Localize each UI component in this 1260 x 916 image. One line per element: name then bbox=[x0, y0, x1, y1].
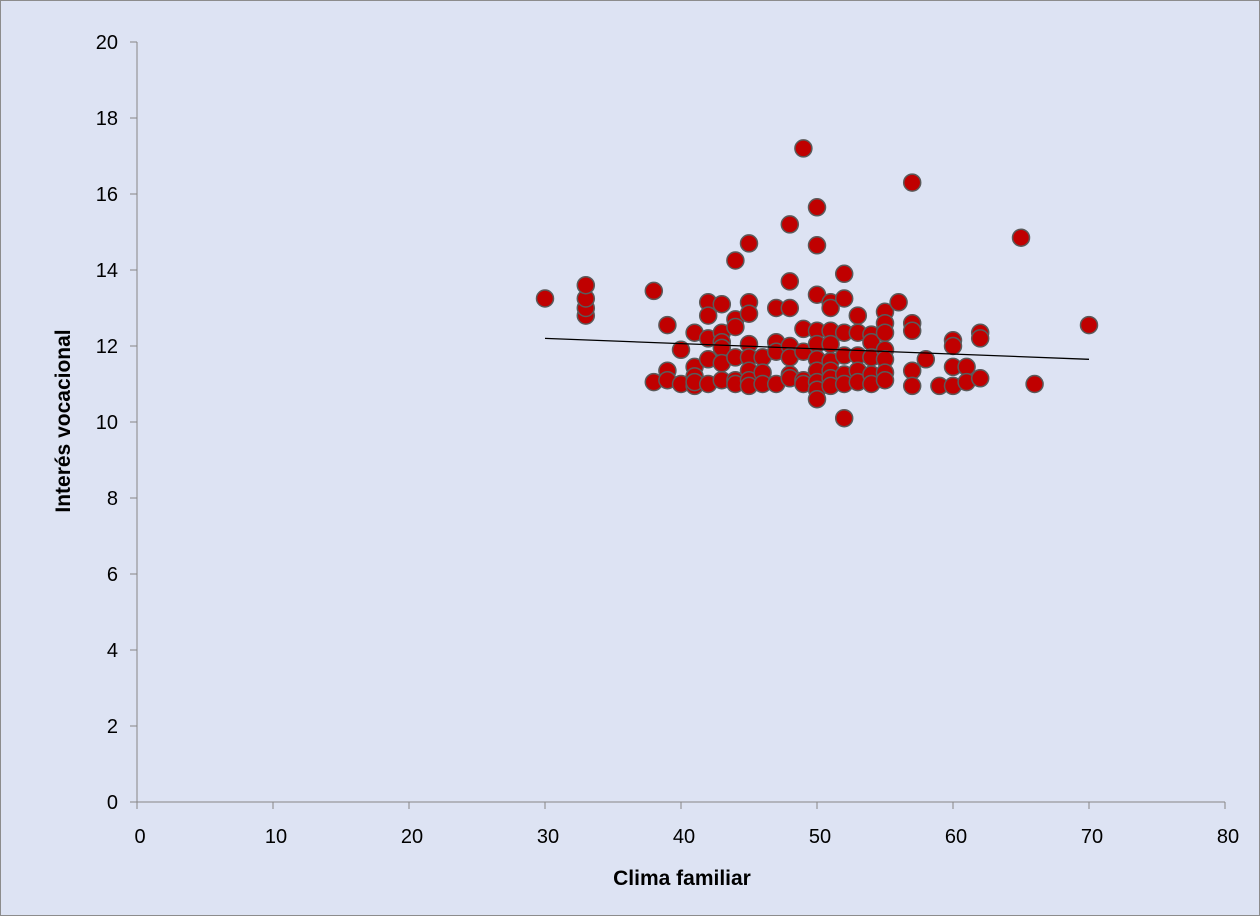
scatter-point bbox=[902, 173, 922, 192]
scatter-point bbox=[780, 298, 800, 318]
scatter-point bbox=[698, 306, 718, 325]
y-tick-label: 20 bbox=[96, 32, 118, 54]
scatter-point bbox=[712, 294, 732, 314]
scatter-point bbox=[644, 281, 664, 301]
scatter-point bbox=[834, 289, 854, 308]
y-tick-label: 12 bbox=[96, 336, 118, 358]
scatter-point bbox=[726, 251, 745, 270]
scatter-point bbox=[970, 369, 990, 388]
scatter-point bbox=[889, 293, 908, 312]
y-axis-title: Interés vocacional bbox=[52, 329, 75, 512]
scatter-point bbox=[875, 323, 895, 342]
y-tick-label: 18 bbox=[96, 108, 118, 130]
scatter-point bbox=[739, 304, 759, 323]
x-axis-title: Clima familiar bbox=[613, 867, 751, 890]
scatter-point bbox=[726, 317, 745, 337]
scatter-point bbox=[807, 389, 827, 409]
x-tick-label: 70 bbox=[1081, 826, 1103, 848]
y-tick-label: 10 bbox=[96, 412, 118, 434]
scatter-point bbox=[739, 234, 759, 253]
x-tick-label: 40 bbox=[673, 826, 695, 848]
x-tick-label: 30 bbox=[537, 826, 559, 848]
trendline-group bbox=[544, 337, 1090, 360]
x-tick-label: 10 bbox=[265, 826, 287, 848]
scatter-point bbox=[807, 236, 827, 255]
scatter-points bbox=[535, 139, 1099, 428]
y-tick-label: 0 bbox=[107, 792, 118, 814]
scatter-point bbox=[535, 289, 555, 308]
scatter-point bbox=[916, 350, 936, 369]
scatter-point bbox=[576, 275, 596, 295]
scatter-point bbox=[807, 198, 827, 217]
scatter-point bbox=[1025, 374, 1044, 394]
scatter-point bbox=[794, 139, 813, 158]
y-tick-label: 14 bbox=[96, 260, 118, 282]
scatter-point bbox=[821, 298, 840, 318]
scatter-point bbox=[1079, 315, 1099, 335]
scatter-point bbox=[875, 370, 895, 390]
scatter-point bbox=[970, 329, 990, 348]
x-tick-label: 20 bbox=[401, 826, 423, 848]
y-tick-label: 2 bbox=[107, 716, 118, 738]
scatter-point bbox=[943, 336, 963, 356]
axes: 0 2 4 6 8 10 12 14 16 18 20 0 10 20 30 40 50 60 70 80 bbox=[96, 32, 1239, 848]
scatter-point bbox=[902, 376, 922, 396]
x-tick-label: 80 bbox=[1217, 826, 1239, 848]
y-tick-label: 4 bbox=[107, 640, 118, 662]
trendline bbox=[544, 337, 1090, 360]
scatter-point bbox=[902, 321, 922, 341]
y-tick-label: 16 bbox=[96, 184, 118, 206]
x-tick-label: 60 bbox=[945, 826, 967, 848]
y-tick-label: 6 bbox=[107, 564, 118, 586]
scatter-point bbox=[658, 315, 677, 335]
x-tick-label: 50 bbox=[809, 826, 831, 848]
scatter-point bbox=[834, 264, 854, 284]
scatter-point bbox=[834, 408, 854, 428]
scatter-point bbox=[780, 272, 800, 291]
scatter-point bbox=[780, 215, 800, 234]
scatter-point bbox=[671, 340, 691, 360]
y-tick-label: 8 bbox=[107, 488, 118, 510]
scatter-point bbox=[1011, 228, 1031, 247]
scatter-point bbox=[848, 306, 868, 325]
x-tick-label: 0 bbox=[134, 826, 145, 848]
